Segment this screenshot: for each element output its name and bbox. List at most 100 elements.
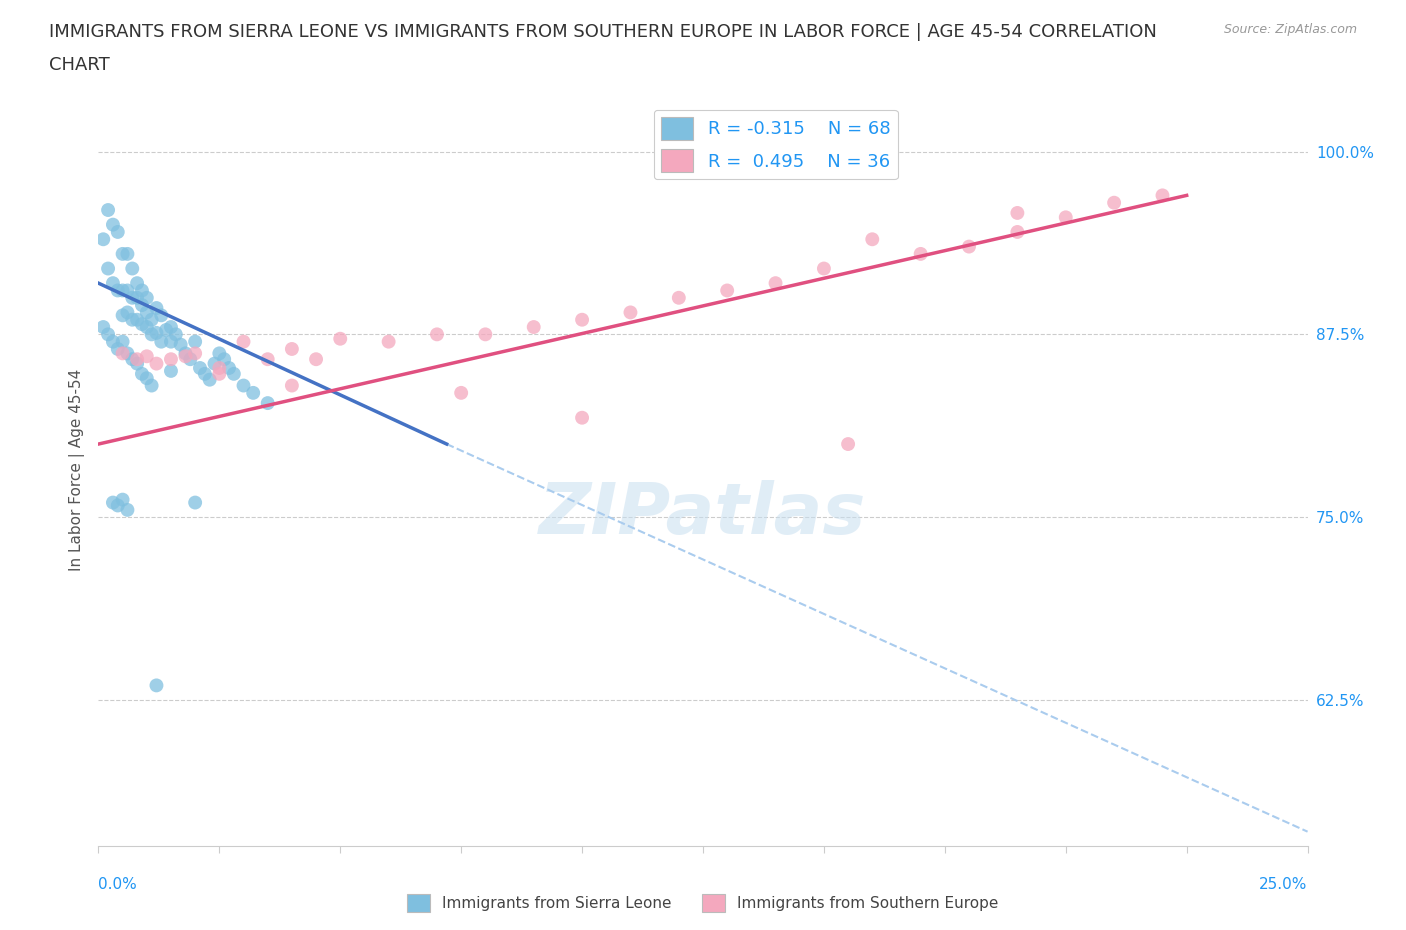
Point <box>145 300 167 315</box>
Point <box>127 352 149 366</box>
Point <box>571 312 593 327</box>
Point <box>101 495 124 510</box>
Point <box>212 352 235 366</box>
Point <box>813 261 835 276</box>
Text: 25.0%: 25.0% <box>1260 877 1308 892</box>
Point <box>242 385 264 400</box>
Point <box>141 379 163 393</box>
Point <box>107 283 129 298</box>
Point <box>101 218 124 232</box>
Point <box>377 334 399 349</box>
Point <box>127 275 149 290</box>
Point <box>188 361 211 376</box>
Point <box>174 349 197 364</box>
Point <box>155 323 177 338</box>
Point <box>523 320 546 335</box>
Point <box>160 352 183 366</box>
Point <box>619 305 641 320</box>
Point <box>218 361 240 376</box>
Point <box>117 305 139 320</box>
Point <box>117 346 139 361</box>
Point <box>957 239 980 254</box>
Point <box>121 261 143 276</box>
Point <box>117 283 139 298</box>
Point <box>281 341 304 356</box>
Point <box>450 385 472 400</box>
Text: Source: ZipAtlas.com: Source: ZipAtlas.com <box>1223 23 1357 36</box>
Text: CHART: CHART <box>49 56 110 73</box>
Point <box>160 320 183 335</box>
Point <box>184 346 207 361</box>
Text: IMMIGRANTS FROM SIERRA LEONE VS IMMIGRANTS FROM SOUTHERN EUROPE IN LABOR FORCE |: IMMIGRANTS FROM SIERRA LEONE VS IMMIGRAN… <box>49 23 1157 41</box>
Point <box>97 327 120 342</box>
Point <box>127 312 149 327</box>
Point <box>145 356 167 371</box>
Point <box>121 312 143 327</box>
Point <box>256 395 278 410</box>
Point <box>208 346 231 361</box>
Point <box>141 327 163 342</box>
Point <box>111 334 134 349</box>
Point <box>145 678 167 693</box>
Point <box>121 290 143 305</box>
Point <box>232 334 254 349</box>
Point <box>101 275 124 290</box>
Point <box>145 326 167 340</box>
Point <box>150 334 173 349</box>
Point <box>184 334 207 349</box>
Point <box>107 224 129 239</box>
Point <box>117 502 139 517</box>
Point <box>329 331 352 346</box>
Point <box>860 232 883 246</box>
Point <box>111 346 134 361</box>
Point <box>222 366 245 381</box>
Point <box>111 308 134 323</box>
Point <box>716 283 738 298</box>
Point <box>97 203 120 218</box>
Point <box>131 366 153 381</box>
Point <box>150 308 173 323</box>
Point <box>111 492 134 507</box>
Point <box>1007 206 1029 220</box>
Point <box>101 334 124 349</box>
Point <box>135 371 157 386</box>
Point <box>135 349 157 364</box>
Point <box>1152 188 1174 203</box>
Point <box>184 495 207 510</box>
Point <box>91 320 114 335</box>
Point <box>135 290 157 305</box>
Legend: Immigrants from Sierra Leone, Immigrants from Southern Europe: Immigrants from Sierra Leone, Immigrants… <box>401 888 1005 918</box>
Point <box>117 246 139 261</box>
Point <box>668 290 690 305</box>
Point <box>131 283 153 298</box>
Point <box>765 275 787 290</box>
Point <box>135 320 157 335</box>
Point <box>179 352 201 366</box>
Point <box>91 232 114 246</box>
Point <box>160 334 183 349</box>
Point <box>198 372 221 387</box>
Text: 0.0%: 0.0% <box>98 877 138 892</box>
Point <box>256 352 278 366</box>
Point <box>1007 224 1029 239</box>
Point <box>281 379 304 393</box>
Point <box>111 246 134 261</box>
Point <box>426 327 449 342</box>
Point <box>910 246 932 261</box>
Point <box>97 261 120 276</box>
Point <box>135 305 157 320</box>
Legend: R = -0.315    N = 68, R =  0.495    N = 36: R = -0.315 N = 68, R = 0.495 N = 36 <box>654 110 897 179</box>
Point <box>837 436 859 451</box>
Point <box>208 366 231 381</box>
Point <box>127 290 149 305</box>
Y-axis label: In Labor Force | Age 45-54: In Labor Force | Age 45-54 <box>69 368 86 571</box>
Point <box>204 356 226 371</box>
Point <box>131 317 153 332</box>
Point <box>571 410 593 425</box>
Point <box>131 298 153 312</box>
Point <box>107 341 129 356</box>
Point <box>1102 195 1125 210</box>
Point <box>208 361 231 376</box>
Point <box>174 346 197 361</box>
Point <box>232 379 254 393</box>
